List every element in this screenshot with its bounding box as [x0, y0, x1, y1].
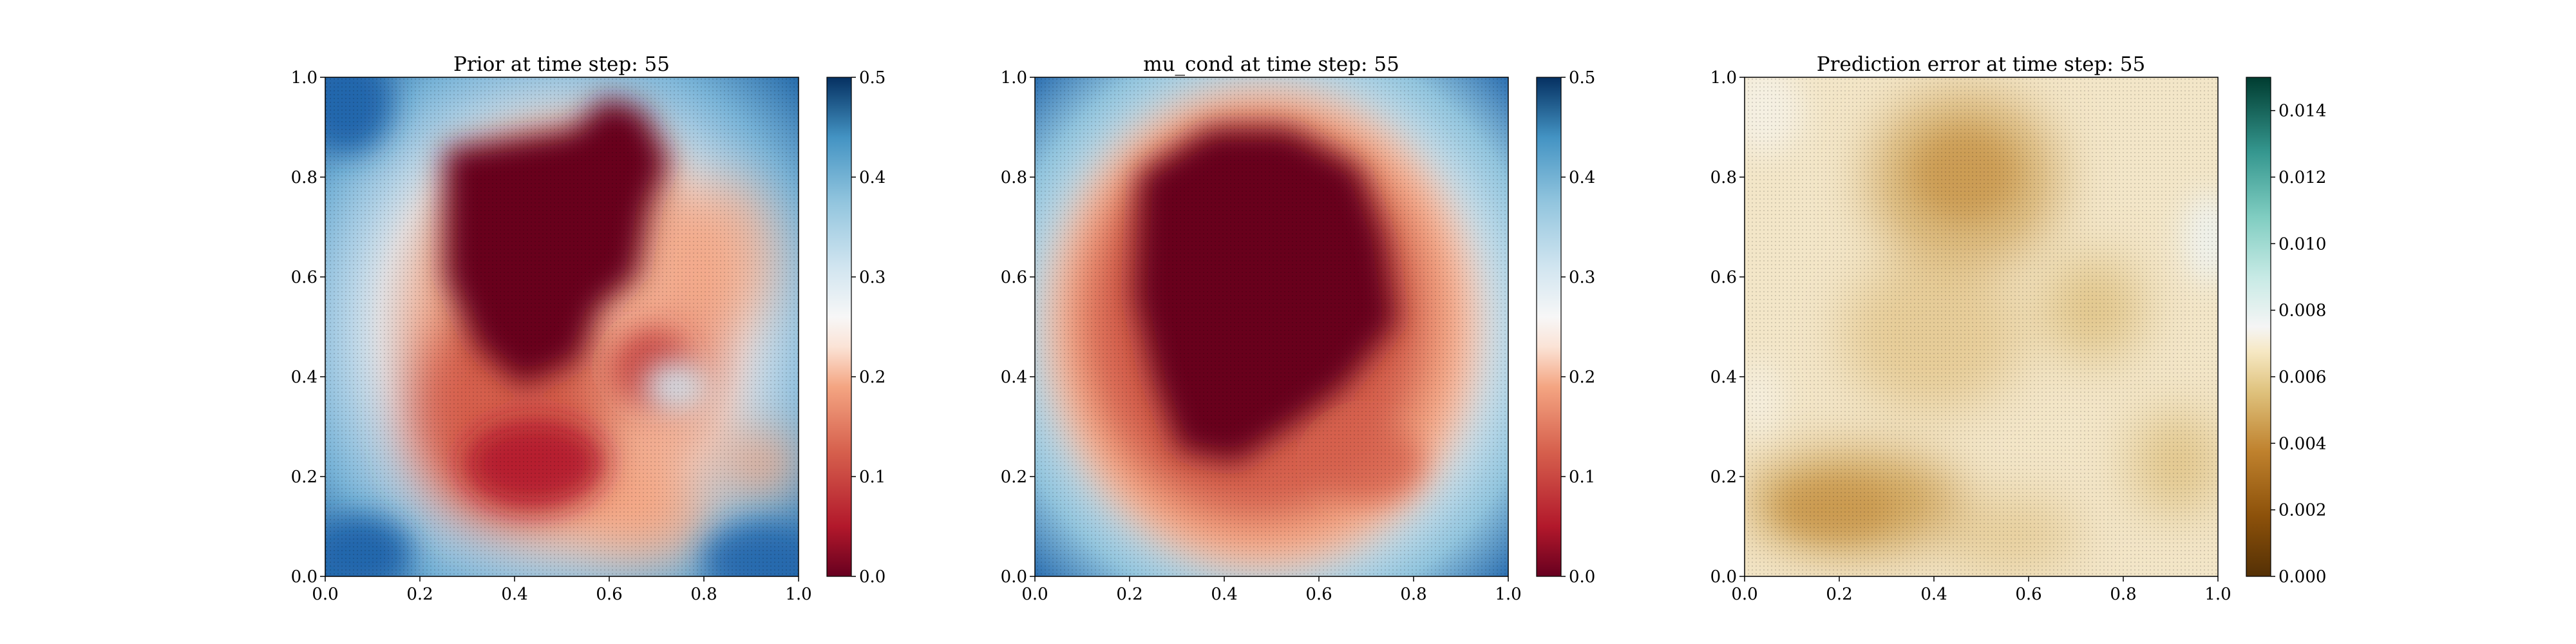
x-tick-label: 0.8 [1400, 585, 1426, 604]
chart-title: mu_cond at time step: 55 [1143, 53, 1399, 76]
y-tick-label: 1.0 [1001, 68, 1027, 88]
colorbar-tick-label: 0.3 [859, 268, 886, 287]
y-tick-label: 0.8 [291, 168, 317, 187]
plot-area-frame [1744, 77, 2219, 577]
colorbar-tick-label: 0.0 [859, 567, 886, 587]
y-tick-label: 0.6 [1710, 268, 1737, 287]
colorbar-tick-label: 0.5 [859, 68, 886, 88]
colorbar-tick-label: 0.1 [1569, 468, 1595, 487]
y-tick-label: 0.2 [1001, 468, 1027, 487]
x-tick-label: 0.4 [1920, 585, 1947, 604]
y-tick-label: 0.2 [291, 468, 317, 487]
heatmap-field [325, 77, 799, 576]
x-tick-label: 0.2 [1826, 585, 1852, 604]
colorbar-tick-label: 0.014 [2278, 102, 2326, 121]
y-tick-label: 0.0 [1710, 567, 1737, 587]
colorbar-tick-label: 0.008 [2278, 301, 2326, 321]
colorbar-tick-label: 0.012 [2278, 168, 2326, 187]
y-tick-label: 0.0 [291, 567, 317, 587]
x-tick-label: 1.0 [2204, 585, 2231, 604]
colorbar [2246, 77, 2271, 577]
x-tick-label: 1.0 [1495, 585, 1521, 604]
y-tick-label: 0.8 [1710, 168, 1737, 187]
colorbar-tick-label: 0.4 [1569, 168, 1595, 187]
y-tick-label: 0.8 [1001, 168, 1027, 187]
colorbar-tick-label: 0.010 [2278, 234, 2326, 254]
x-tick-label: 0.4 [501, 585, 527, 604]
colorbar [826, 77, 852, 577]
colorbar-tick-label: 0.006 [2278, 368, 2326, 387]
x-tick-label: 0.0 [312, 585, 338, 604]
colorbar-tick-label: 0.2 [859, 368, 886, 387]
y-tick-label: 0.2 [1710, 468, 1737, 487]
y-tick-label: 0.0 [1001, 567, 1027, 587]
colorbar-tick-label: 0.2 [1569, 368, 1595, 387]
chart-title: Prior at time step: 55 [453, 53, 670, 76]
heatmap-field [1035, 77, 1508, 576]
y-tick-label: 0.4 [291, 368, 317, 387]
y-tick-label: 0.4 [1001, 368, 1027, 387]
x-tick-label: 0.4 [1211, 585, 1237, 604]
x-tick-label: 0.0 [1021, 585, 1048, 604]
heatmap-field [1745, 77, 2218, 576]
y-tick-label: 1.0 [291, 68, 317, 88]
colorbar [1536, 77, 1562, 577]
x-tick-label: 0.6 [2015, 585, 2041, 604]
chart-title: Prediction error at time step: 55 [1817, 53, 2145, 76]
colorbar-tick-label: 0.0 [1569, 567, 1595, 587]
x-tick-label: 0.2 [1116, 585, 1142, 604]
y-tick-label: 0.6 [1001, 268, 1027, 287]
x-tick-label: 0.6 [1305, 585, 1332, 604]
x-tick-label: 0.8 [690, 585, 717, 604]
y-tick-label: 1.0 [1710, 68, 1737, 88]
colorbar-tick-label: 0.3 [1569, 268, 1595, 287]
plot-area-frame [325, 77, 799, 577]
plot-area-frame [1034, 77, 1509, 577]
x-tick-label: 1.0 [785, 585, 811, 604]
y-tick-label: 0.6 [291, 268, 317, 287]
x-tick-label: 0.0 [1731, 585, 1757, 604]
colorbar-tick-label: 0.002 [2278, 501, 2326, 520]
colorbar-tick-label: 0.1 [859, 468, 886, 487]
panel-prediction-error: Prediction error at time step: 55 0.0 0. [1710, 53, 2327, 604]
colorbar-tick-label: 0.4 [859, 168, 886, 187]
x-tick-label: 0.6 [596, 585, 622, 604]
x-tick-label: 0.2 [406, 585, 433, 604]
colorbar-tick-label: 0.004 [2278, 434, 2326, 453]
y-tick-label: 0.4 [1710, 368, 1737, 387]
panel-prior: Prior at time step: 55 [291, 53, 886, 604]
x-tick-label: 0.8 [2110, 585, 2136, 604]
colorbar-tick-label: 0.5 [1569, 68, 1595, 88]
panel-mu-cond: mu_cond at time step: 55 0.0 0.2 0.4 0.6 0.8… [1001, 53, 1596, 604]
colorbar-tick-label: 0.000 [2278, 567, 2326, 587]
